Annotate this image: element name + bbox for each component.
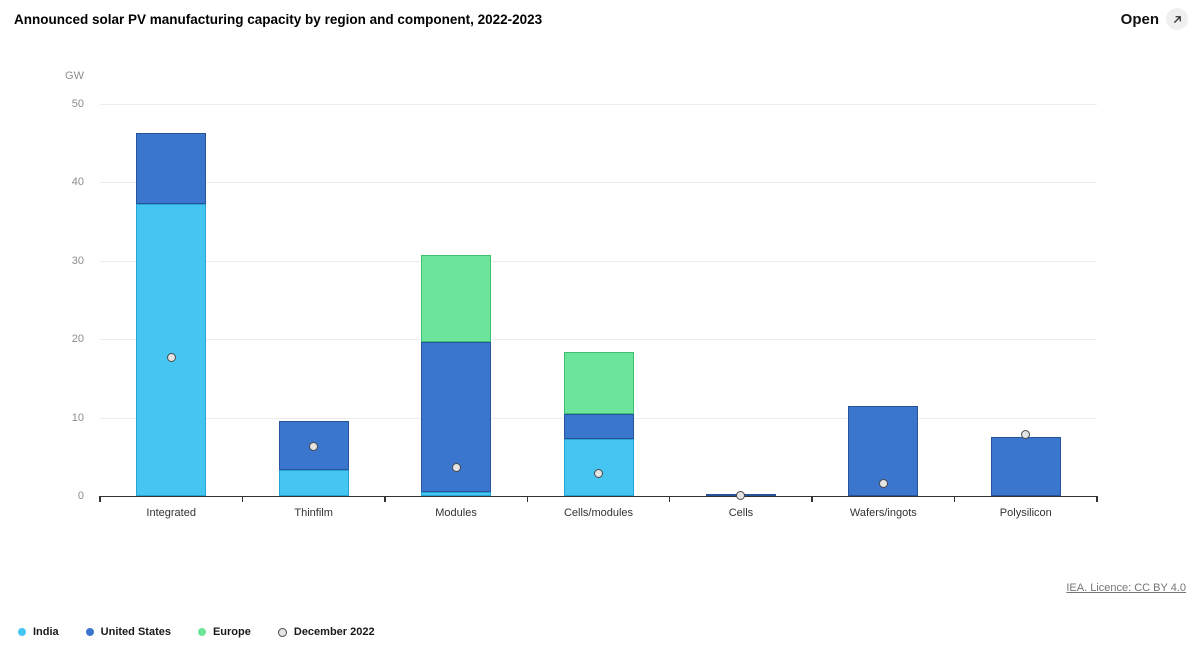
marker-december-2022-cells-modules[interactable] [594,468,603,478]
bar-segment-india-modules[interactable] [421,492,492,496]
y-axis-tick-label: 40 [71,176,84,189]
x-axis-tick [811,496,813,502]
legend-item-united-states[interactable]: United States [85,626,171,638]
legend-dot-icon [85,628,94,636]
legend-label: December 2022 [293,626,375,638]
x-axis-tick [668,496,671,502]
bar-segment-europe-modules[interactable] [421,254,492,343]
legend-dot-icon [18,628,26,636]
legend-label: United States [100,626,171,638]
bar-segment-india-thinfilm[interactable] [278,470,349,496]
bar-segment-united-states-polysilicon[interactable] [990,437,1061,496]
bar-segment-united-states-cells-modules[interactable] [563,413,634,439]
gridline [100,339,1097,341]
marker-december-2022-modules[interactable] [451,463,461,473]
bar-segment-united-states-integrated[interactable] [136,133,207,204]
legend-label: Europe [212,626,251,638]
y-axis-tick-label: 20 [71,333,84,346]
marker-december-2022-polysilicon[interactable] [1021,430,1031,440]
x-axis-tick [99,496,101,502]
legend-label: India [33,626,59,638]
arrow-up-right-icon [1166,8,1188,30]
x-axis-category-label: Cells [728,507,754,519]
plot-area: GW 0 10 20 30 40 50 Integrated Thinfilm Modules C… [65,70,1098,519]
open-button-label: Open [1120,10,1159,28]
y-axis-tick-label: 10 [71,411,84,424]
gridline [100,260,1097,262]
marker-december-2022-integrated[interactable] [166,352,176,362]
x-axis-category-label: Polysilicon [999,507,1052,519]
legend-item-india[interactable]: India [18,626,59,638]
x-axis-category-label: Cells/modules [563,507,634,519]
legend-item-december-2022[interactable]: December 2022 [277,626,375,638]
legend-item-europe[interactable]: Europe [197,626,251,638]
chart-legend: India United States Europe December 2022 [18,626,375,638]
bar-segment-india-integrated[interactable] [136,203,207,496]
x-axis-category-label: Modules [435,507,477,519]
x-axis-category-label: Integrated [146,507,196,519]
y-axis-tick-label: 50 [71,98,84,110]
x-axis-tick [526,496,529,502]
x-axis-tick [1096,496,1098,502]
marker-december-2022-wafers-ingots[interactable] [878,478,888,488]
license-link[interactable]: IEA. Licence: CC BY 4.0 [1066,582,1186,594]
open-button[interactable]: Open [1121,8,1188,30]
y-axis-tick-label: 30 [71,254,84,267]
x-axis-tick [384,496,386,502]
page-title: Announced solar PV manufacturing capacit… [14,12,543,27]
y-axis-unit-label: GW [65,70,84,82]
y-axis-tick-label: 0 [77,490,84,502]
x-axis-category-label: Thinfilm [294,507,333,519]
x-axis-tick [241,496,244,502]
legend-dot-icon [197,628,206,636]
gridline [100,182,1097,184]
x-axis-tick [953,496,956,502]
x-axis-category-label: Wafers/ingots [849,507,917,519]
marker-december-2022-thinfilm[interactable] [309,442,319,452]
x-axis-line [100,495,1097,497]
bar-segment-europe-cells-modules[interactable] [563,351,634,414]
gridline [100,104,1097,105]
legend-marker-ring-icon [277,627,287,637]
bar-segment-india-cells-modules[interactable] [563,438,634,496]
marker-december-2022-cells[interactable] [736,490,746,500]
